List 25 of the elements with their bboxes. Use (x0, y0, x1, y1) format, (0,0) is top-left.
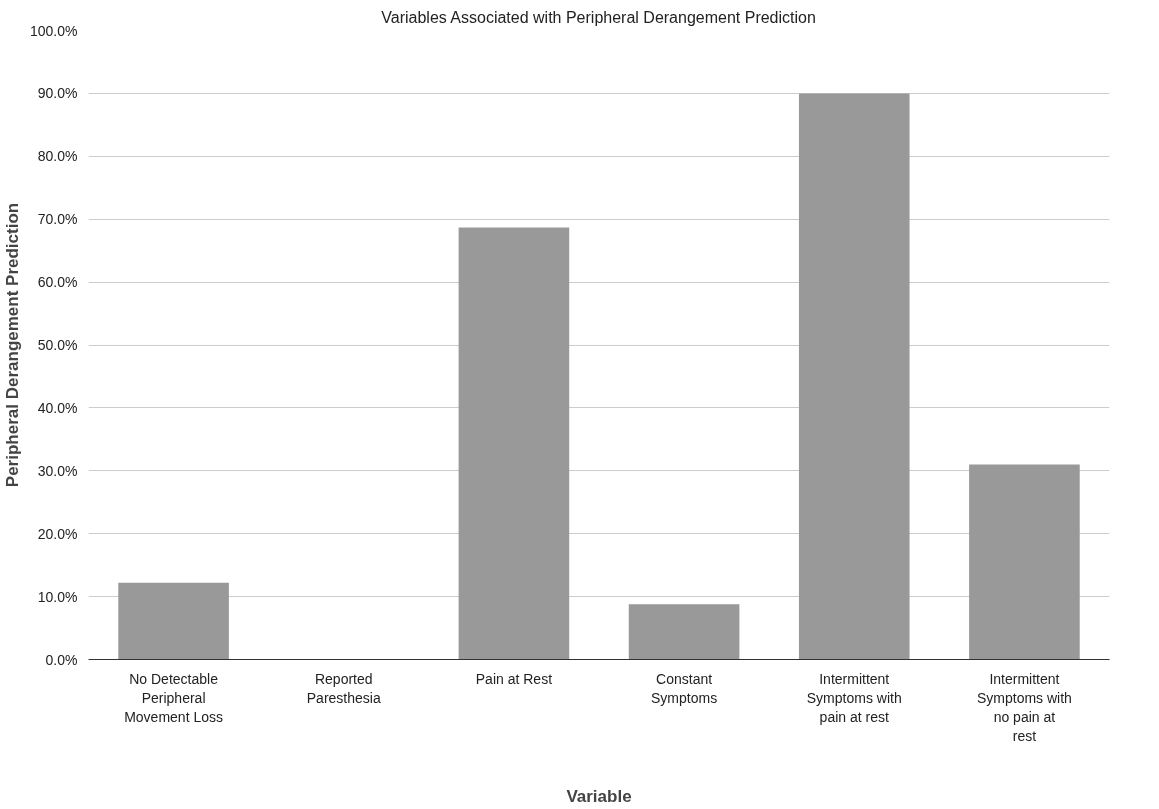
x-tick-label: Reported Paresthesia (306, 670, 381, 706)
x-tick-label: Intermittent Symptoms with pain at rest (806, 670, 902, 725)
y-tick-label: 20.0% (37, 525, 78, 542)
bar (118, 582, 229, 660)
y-tick-label: 50.0% (37, 337, 78, 353)
y-tick-label: 70.0% (37, 211, 78, 228)
y-tick-label: 10.0% (37, 588, 78, 605)
y-tick-label: 60.0% (37, 274, 78, 291)
bar (798, 93, 910, 660)
x-tick-label: Intermittent Symptoms with no pain at rest (976, 670, 1072, 745)
bar (628, 604, 740, 660)
y-tick-label: 40.0% (37, 399, 78, 416)
bar (969, 464, 1080, 660)
y-tick-label: 30.0% (37, 462, 78, 479)
x-tick-label: Pain at Rest (475, 670, 553, 687)
x-axis-title: Variable (566, 787, 632, 807)
y-tick-label: 0.0% (45, 651, 78, 668)
y-tick-label: 80.0% (37, 148, 78, 165)
x-tick-label: No Detectable Peripheral Movement Loss (124, 670, 223, 725)
x-tick-label: Constant Symptoms (651, 670, 718, 706)
y-axis-title: Peripheral Derangement Prediction (3, 202, 23, 488)
bar (458, 227, 570, 660)
y-tick-label: 100.0% (30, 22, 78, 39)
y-tick-label: 90.0% (37, 85, 78, 102)
chart-title: Variables Associated with Peripheral Derangement Prediction (381, 8, 816, 26)
